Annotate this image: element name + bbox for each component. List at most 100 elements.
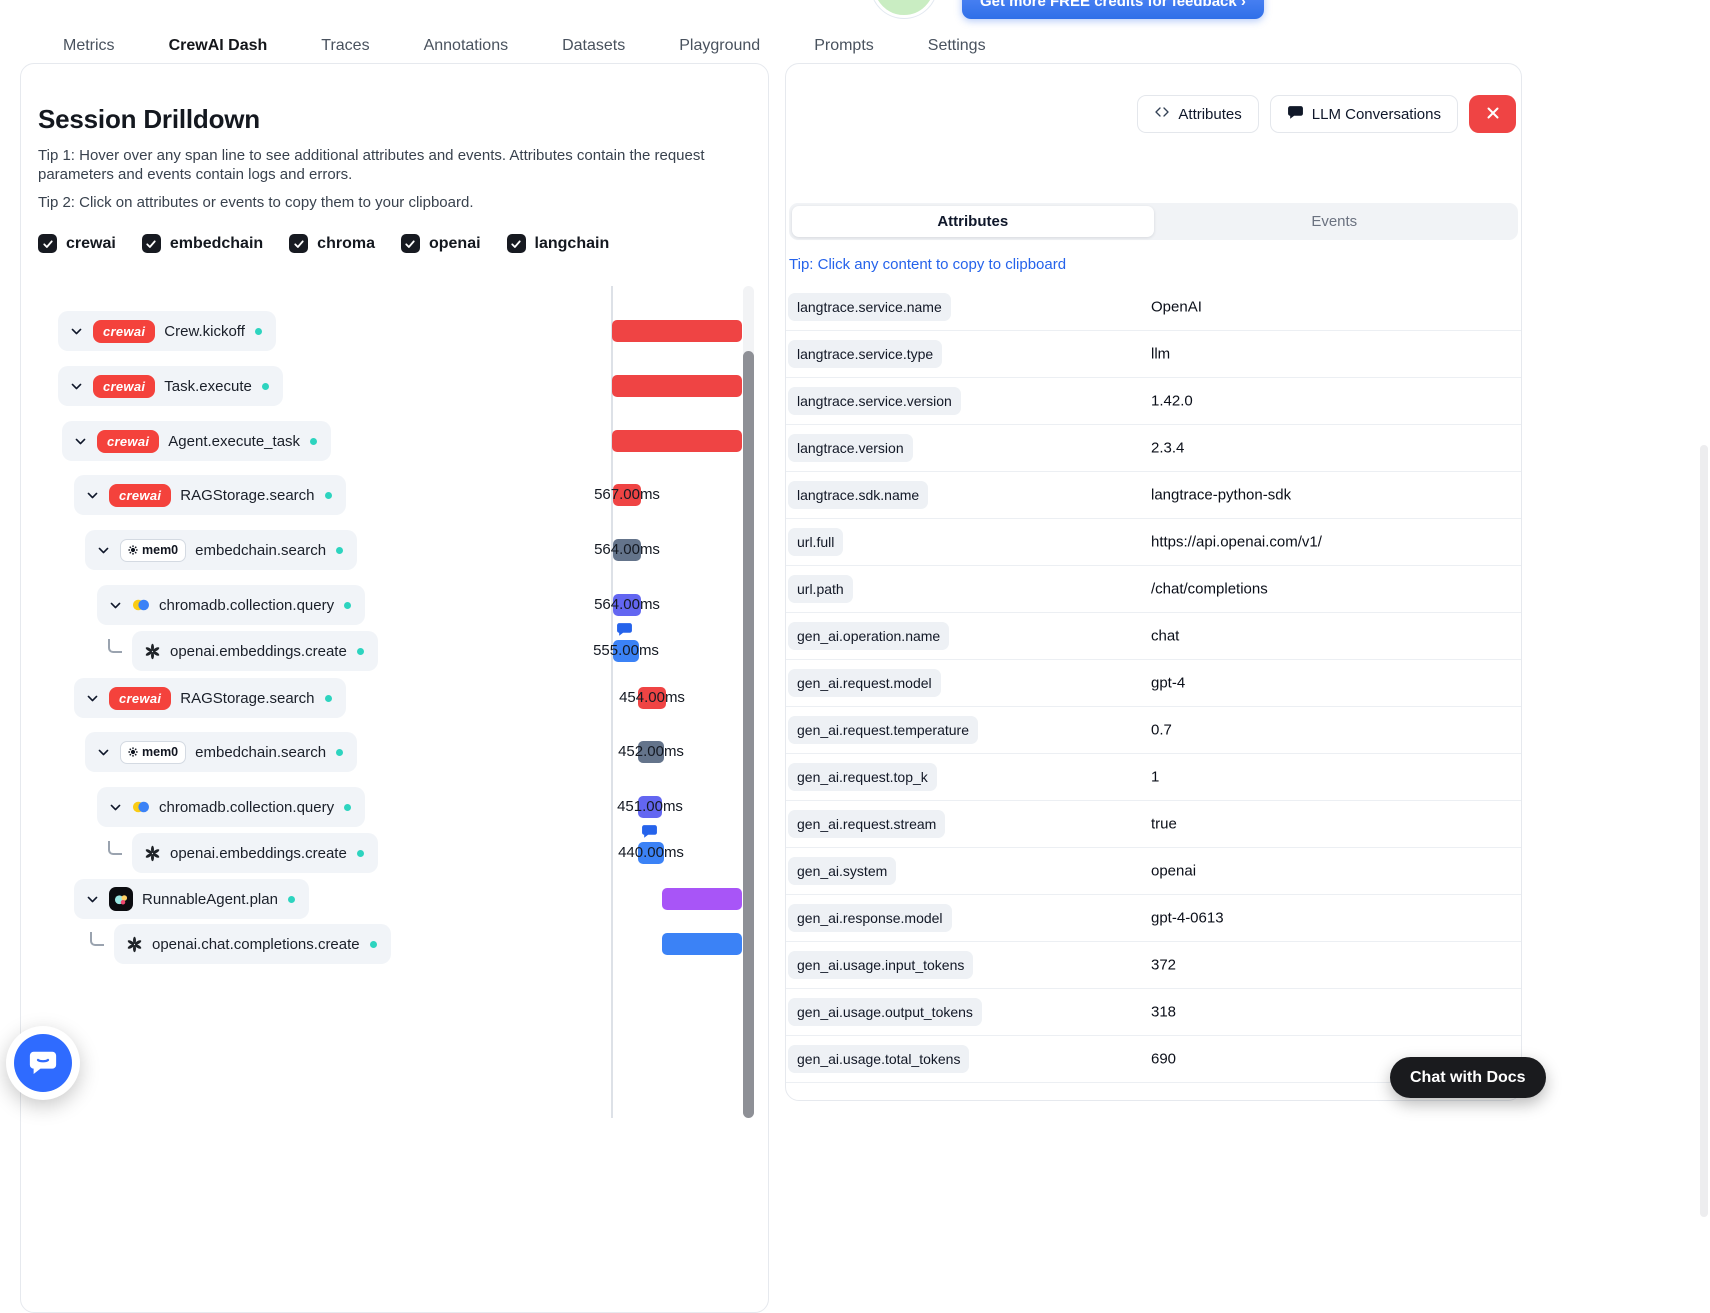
attribute-key[interactable]: gen_ai.usage.total_tokens [788, 1045, 970, 1073]
attribute-value[interactable]: /chat/completions [1151, 580, 1268, 598]
attribute-key[interactable]: gen_ai.request.model [788, 669, 941, 697]
attribute-value[interactable]: https://api.openai.com/v1/ [1151, 533, 1322, 551]
filter-chroma[interactable]: chroma [289, 234, 375, 253]
span-bar[interactable] [638, 796, 662, 818]
span-bar[interactable] [612, 320, 742, 342]
span-bar[interactable] [613, 594, 641, 616]
tab-traces[interactable]: Traces [321, 37, 370, 54]
attribute-value[interactable]: gpt-4-0613 [1151, 909, 1224, 927]
attribute-key[interactable]: gen_ai.usage.output_tokens [788, 998, 982, 1026]
attribute-key[interactable]: url.full [788, 528, 844, 556]
chevron-down-icon[interactable] [70, 324, 84, 338]
attribute-value[interactable]: llm [1151, 345, 1171, 363]
span-bar[interactable] [638, 687, 666, 709]
span-row[interactable]: chromadb.collection.query [97, 787, 366, 827]
span-row[interactable]: mem0 embedchain.search [85, 530, 358, 570]
span-bar[interactable] [612, 375, 742, 397]
chevron-down-icon[interactable] [109, 800, 123, 814]
attribute-key[interactable]: gen_ai.request.top_k [788, 763, 937, 791]
attribute-key[interactable]: gen_ai.system [788, 857, 897, 885]
span-row[interactable]: crewai Crew.kickoff [58, 311, 276, 351]
detail-tab-attributes[interactable]: Attributes [792, 206, 1154, 237]
span-bar[interactable] [613, 484, 641, 506]
checkbox-chroma[interactable] [289, 234, 309, 253]
span-row[interactable]: chromadb.collection.query [97, 585, 366, 625]
attribute-key[interactable]: langtrace.service.version [788, 387, 961, 415]
span-bar[interactable] [638, 842, 664, 864]
attribute-value[interactable]: 690 [1151, 1050, 1177, 1068]
chevron-down-icon[interactable] [86, 892, 100, 906]
attribute-value[interactable]: true [1151, 815, 1177, 833]
span-bar[interactable] [662, 933, 742, 955]
attribute-value[interactable]: 1 [1151, 768, 1160, 786]
tab-settings[interactable]: Settings [927, 37, 986, 54]
attribute-key[interactable]: gen_ai.request.temperature [788, 716, 978, 744]
tab-annotations[interactable]: Annotations [423, 37, 509, 54]
span-bar[interactable] [662, 888, 742, 910]
attribute-value[interactable]: openai [1151, 862, 1197, 880]
chat-widget-launcher[interactable] [6, 1026, 80, 1100]
span-row[interactable]: crewai RAGStorage.search [74, 475, 346, 515]
span-row[interactable]: RunnableAgent.plan [74, 879, 309, 919]
chat-with-docs-button[interactable]: Chat with Docs [1390, 1057, 1546, 1098]
chevron-down-icon[interactable] [70, 379, 84, 393]
span-row[interactable]: mem0 embedchain.search [85, 732, 358, 772]
chevron-down-icon[interactable] [74, 434, 88, 448]
attributes-button[interactable]: Attributes [1137, 95, 1259, 133]
chevron-down-icon[interactable] [86, 691, 100, 705]
span-row[interactable]: openai.embeddings.create [132, 631, 378, 671]
attribute-key[interactable]: langtrace.version [788, 434, 913, 462]
filter-openai[interactable]: openai [400, 234, 481, 253]
attribute-value[interactable]: 1.42.0 [1151, 392, 1193, 410]
filter-crewai[interactable]: crewai [38, 234, 116, 253]
tab-datasets[interactable]: Datasets [562, 37, 626, 54]
filter-langchain[interactable]: langchain [506, 234, 609, 253]
checkbox-openai[interactable] [400, 234, 420, 253]
close-button[interactable] [1469, 95, 1516, 133]
attribute-key[interactable]: gen_ai.request.stream [788, 810, 946, 838]
span-row[interactable]: openai.chat.completions.create [114, 924, 391, 964]
credits-button[interactable]: Get more FREE credits for feedback › [962, 0, 1264, 19]
tab-playground[interactable]: Playground [679, 37, 761, 54]
status-dot [369, 940, 377, 948]
tree-scrollbar-thumb[interactable] [743, 351, 754, 1118]
span-row[interactable]: crewai Task.execute [58, 366, 283, 406]
filter-embedchain[interactable]: embedchain [141, 234, 263, 253]
span-row[interactable]: crewai Agent.execute_task [62, 421, 332, 461]
span-row[interactable]: crewai RAGStorage.search [74, 678, 346, 718]
chevron-down-icon[interactable] [97, 745, 111, 759]
attribute-key[interactable]: gen_ai.response.model [788, 904, 952, 932]
attribute-value[interactable]: OpenAI [1151, 298, 1202, 316]
attribute-value[interactable]: 372 [1151, 956, 1177, 974]
llm-conversations-button[interactable]: LLM Conversations [1269, 95, 1458, 133]
page-scrollbar-thumb[interactable] [1700, 445, 1708, 1217]
attribute-value[interactable]: langtrace-python-sdk [1151, 486, 1292, 504]
attribute-key[interactable]: url.path [788, 575, 853, 603]
attribute-key[interactable]: langtrace.sdk.name [788, 481, 929, 509]
attribute-value[interactable]: chat [1151, 627, 1180, 645]
attribute-key[interactable]: langtrace.service.name [788, 293, 951, 321]
span-row[interactable]: openai.embeddings.create [132, 833, 378, 873]
checkbox-langchain[interactable] [506, 234, 526, 253]
avatar[interactable] [871, 0, 937, 18]
attribute-value[interactable]: 318 [1151, 1003, 1177, 1021]
tab-prompts[interactable]: Prompts [814, 37, 874, 54]
attribute-value[interactable]: gpt-4 [1151, 674, 1186, 692]
chevron-down-icon[interactable] [97, 543, 111, 557]
span-bar[interactable] [613, 539, 641, 561]
attribute-value[interactable]: 2.3.4 [1151, 439, 1185, 457]
attribute-key[interactable]: langtrace.service.type [788, 340, 943, 368]
span-bar[interactable] [638, 741, 664, 763]
span-bar[interactable] [612, 430, 742, 452]
detail-tab-events[interactable]: Events [1311, 213, 1358, 230]
chevron-down-icon[interactable] [86, 488, 100, 502]
checkbox-embedchain[interactable] [141, 234, 161, 253]
copy-tip-link[interactable]: Tip: Click any content to copy to clipbo… [789, 256, 1067, 273]
attribute-key[interactable]: gen_ai.operation.name [788, 622, 950, 650]
attribute-key[interactable]: gen_ai.usage.input_tokens [788, 951, 974, 979]
span-bar[interactable] [613, 640, 639, 662]
tab-metrics[interactable]: Metrics [63, 37, 115, 54]
checkbox-crewai[interactable] [38, 234, 57, 253]
chevron-down-icon[interactable] [109, 598, 123, 612]
attribute-value[interactable]: 0.7 [1151, 721, 1172, 739]
